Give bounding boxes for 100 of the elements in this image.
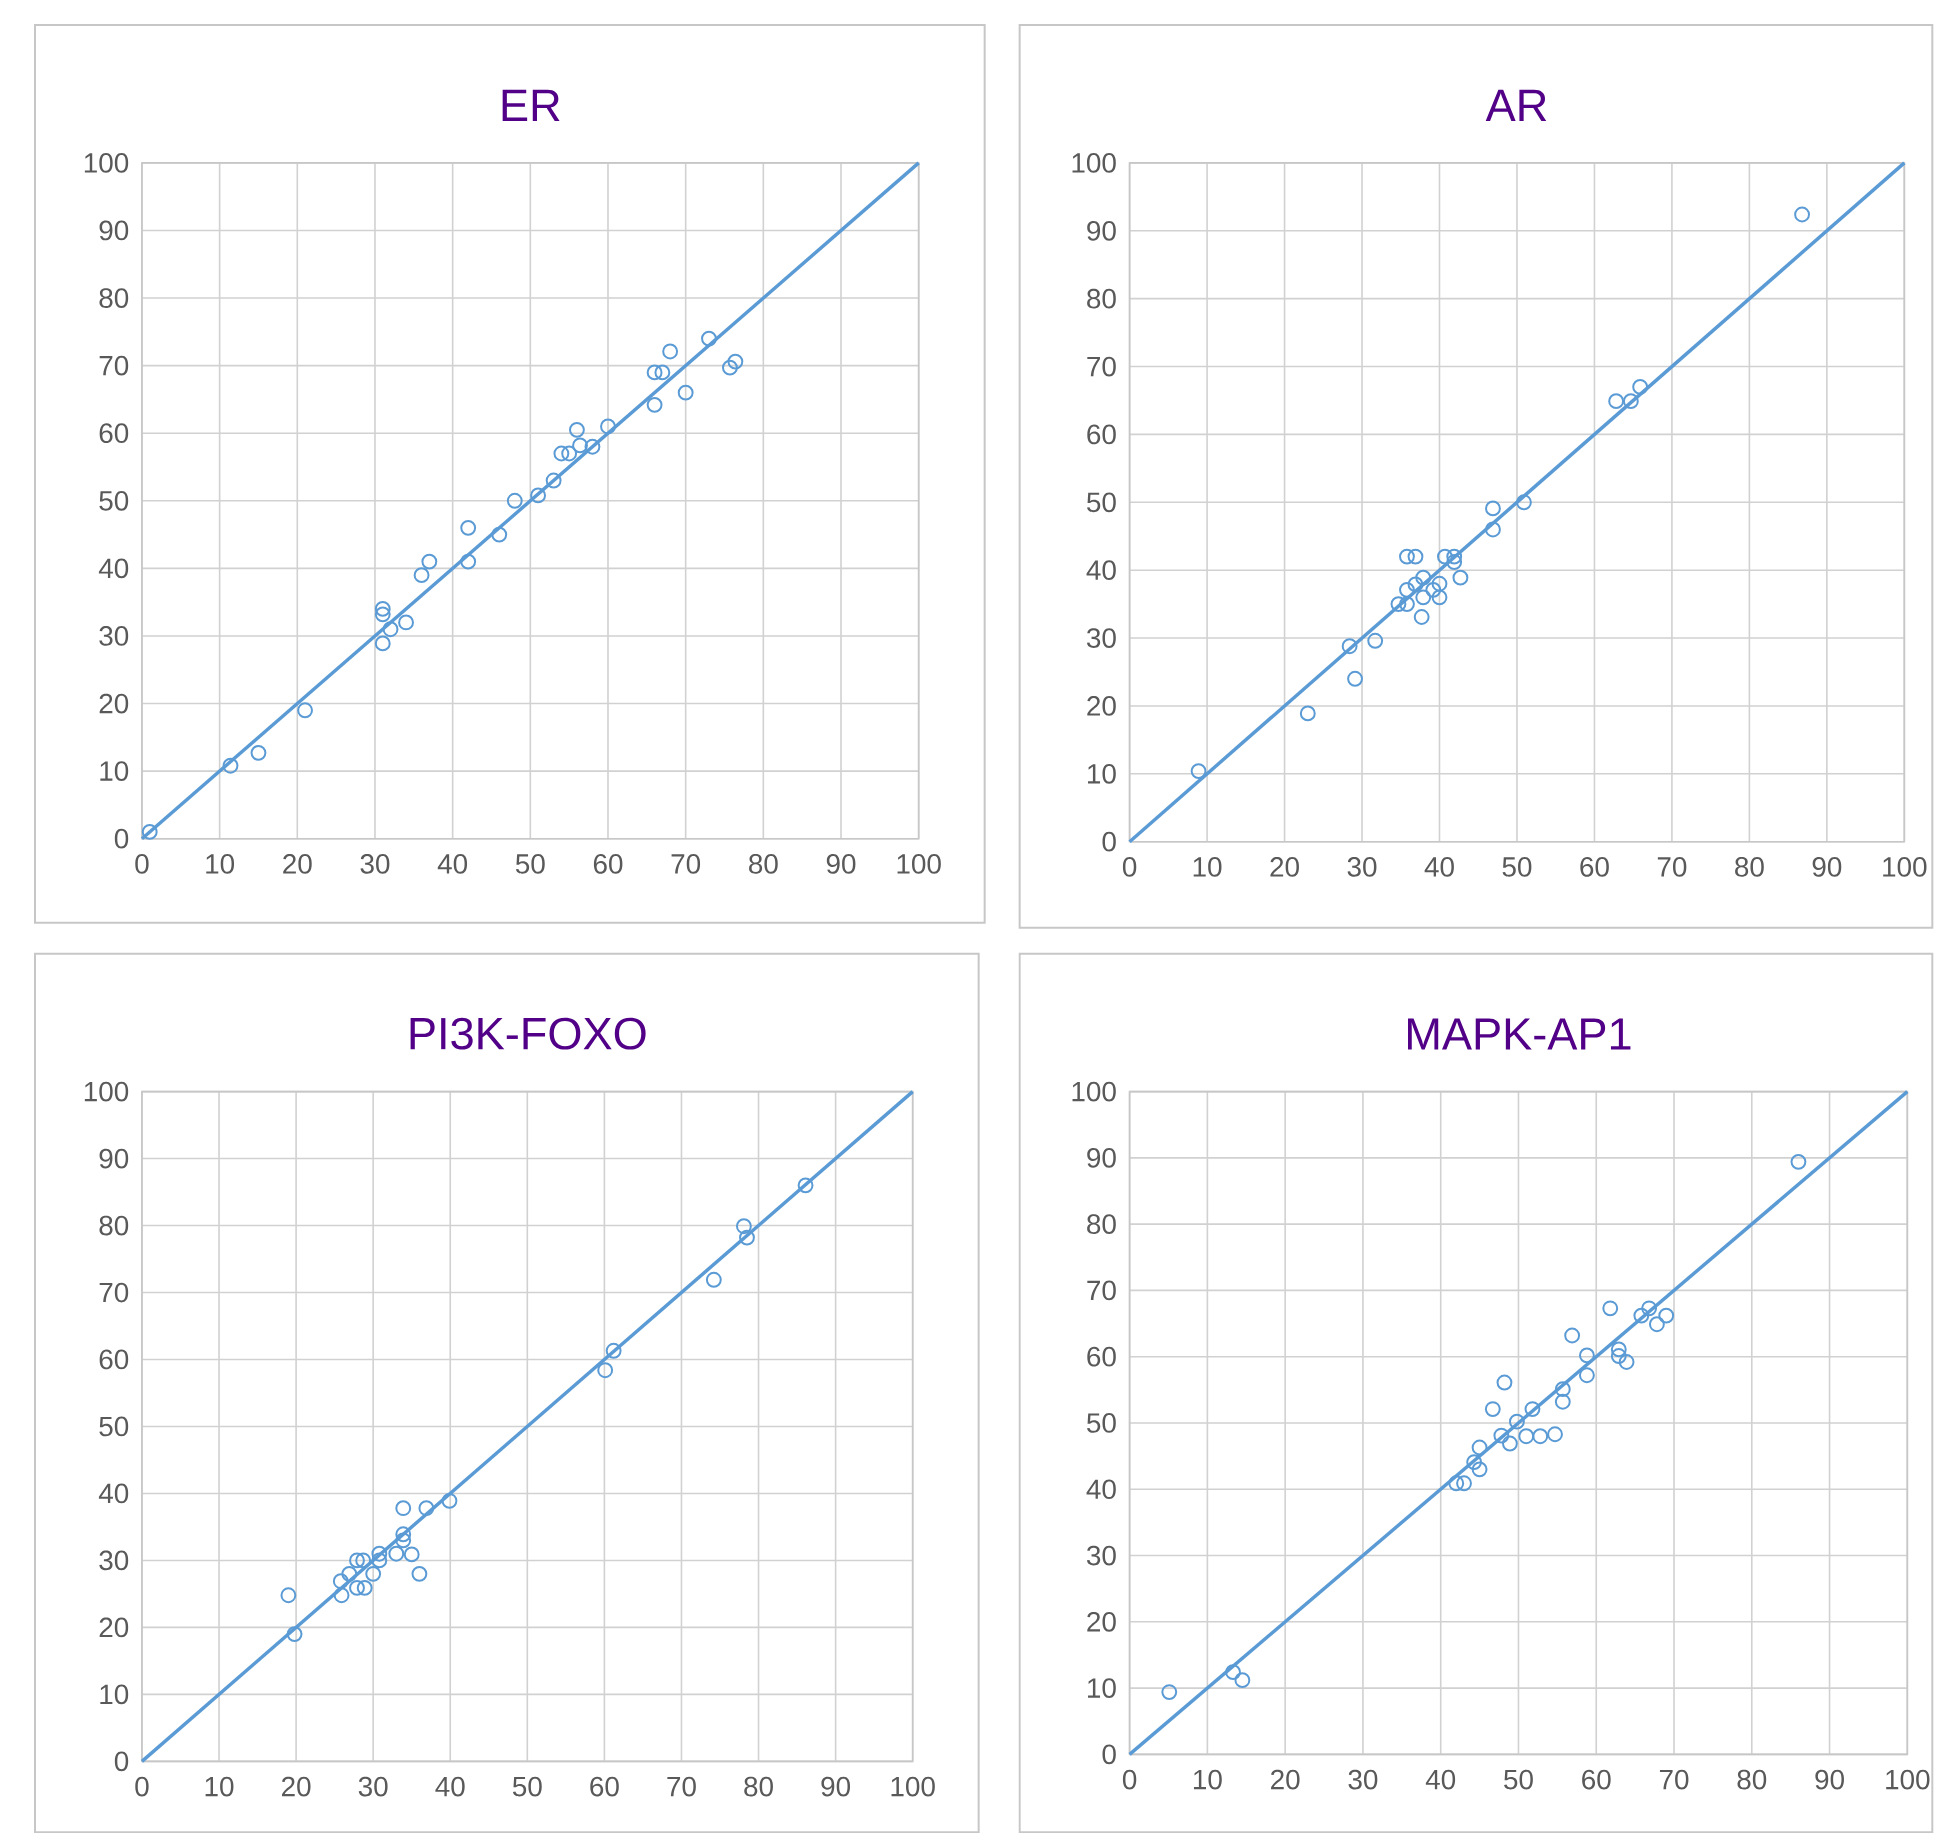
point [1299, 705, 1316, 722]
y-tick-label: 80 [1087, 288, 1116, 309]
x-tick-label: 60 [590, 1776, 619, 1797]
point [1554, 1381, 1571, 1397]
point [1471, 1439, 1488, 1456]
x-tick-label: 20 [1271, 1769, 1300, 1790]
point [584, 438, 601, 455]
point [280, 1587, 297, 1604]
point [1399, 596, 1415, 612]
point [568, 421, 585, 438]
y-tick-label: 90 [1087, 1147, 1116, 1168]
point [1648, 1316, 1665, 1332]
x-tick-label: 70 [1657, 856, 1687, 877]
x-tick-label: 90 [1812, 856, 1842, 877]
y-tick-label: 30 [1086, 1545, 1116, 1566]
y-tick-label: 90 [99, 1148, 129, 1169]
point [1518, 1428, 1535, 1444]
point [1399, 548, 1415, 565]
point [286, 1626, 303, 1642]
y-tick-label: 60 [99, 1349, 129, 1370]
y-tick-label: 30 [99, 1550, 129, 1571]
point [1501, 1435, 1518, 1452]
point [739, 1229, 755, 1246]
point [1448, 1475, 1465, 1492]
x-tick-label: 30 [1348, 1769, 1378, 1790]
point [1485, 500, 1501, 517]
point [1466, 1453, 1483, 1470]
point [605, 1342, 622, 1359]
x-tick-label: 40 [435, 1776, 465, 1797]
point [1532, 1428, 1549, 1444]
point [1425, 581, 1442, 598]
point [1618, 1353, 1635, 1370]
y-tick-label: 20 [1087, 695, 1116, 716]
point [545, 472, 562, 489]
y-tick-label: 70 [1087, 1280, 1116, 1301]
x-tick-label: 60 [1582, 1769, 1611, 1790]
point [395, 1526, 412, 1543]
x-tick-label: 100 [891, 1776, 935, 1797]
chart-title: PI3K-FOXO [410, 1017, 646, 1050]
point [553, 445, 570, 462]
point [1602, 1300, 1619, 1317]
y-tick-label: 30 [1086, 628, 1116, 648]
point [1516, 494, 1532, 511]
y-tick-label: 50 [99, 490, 129, 511]
x-tick-label: 70 [667, 1776, 696, 1797]
point [250, 744, 267, 761]
y-tick-label: 100 [1072, 1081, 1116, 1102]
y-tick-label: 60 [99, 423, 129, 443]
point [1564, 1327, 1581, 1344]
point [1578, 1347, 1595, 1364]
y-tick-label: 70 [99, 1282, 129, 1303]
x-tick-label: 0 [135, 1776, 149, 1797]
y-tick-label: 10 [100, 761, 129, 781]
y-tick-label: 90 [1087, 220, 1116, 241]
point [1399, 581, 1415, 598]
x-tick-label: 60 [1580, 856, 1609, 877]
y-tick-label: 50 [99, 1416, 129, 1437]
point [1493, 1427, 1510, 1444]
point [403, 1546, 420, 1563]
y-tick-label: 10 [1088, 763, 1116, 784]
point [1436, 548, 1453, 565]
x-tick-label: 10 [1193, 856, 1222, 877]
point [349, 1579, 365, 1596]
point [222, 757, 239, 774]
point [395, 1500, 412, 1516]
x-tick-label: 30 [360, 853, 390, 874]
point [1485, 521, 1501, 538]
point [506, 492, 523, 509]
x-tick-label: 10 [205, 1776, 234, 1797]
point [1431, 589, 1448, 606]
x-tick-label: 20 [1270, 856, 1299, 877]
point [1658, 1307, 1675, 1324]
point [1413, 608, 1430, 625]
point [1471, 1461, 1488, 1478]
x-tick-label: 20 [283, 853, 312, 874]
point [1407, 548, 1424, 565]
point [1367, 632, 1384, 649]
point [388, 1545, 405, 1562]
point [332, 1573, 349, 1589]
x-tick-label: 100 [1883, 856, 1927, 877]
x-tick-label: 0 [1122, 1769, 1137, 1790]
x-tick-label: 90 [826, 853, 856, 874]
y-tick-label: 0 [114, 1751, 129, 1772]
point [1484, 1400, 1501, 1417]
point [395, 1532, 412, 1549]
y-tick-label: 50 [1087, 1412, 1116, 1433]
y-tick-label: 80 [99, 288, 129, 308]
y-tick-label: 40 [1086, 560, 1116, 580]
chart-title: MAPK-AP1 [1408, 1018, 1631, 1050]
x-tick-label: 90 [821, 1776, 851, 1797]
point [1610, 1347, 1627, 1364]
x-tick-label: 30 [358, 1776, 388, 1797]
point [297, 702, 313, 719]
x-tick-label: 80 [744, 1776, 773, 1797]
point [662, 343, 679, 360]
point [1790, 1153, 1807, 1170]
y-tick-label: 30 [99, 625, 129, 646]
point [1341, 638, 1358, 654]
point [1234, 1672, 1251, 1688]
point [797, 1177, 814, 1194]
